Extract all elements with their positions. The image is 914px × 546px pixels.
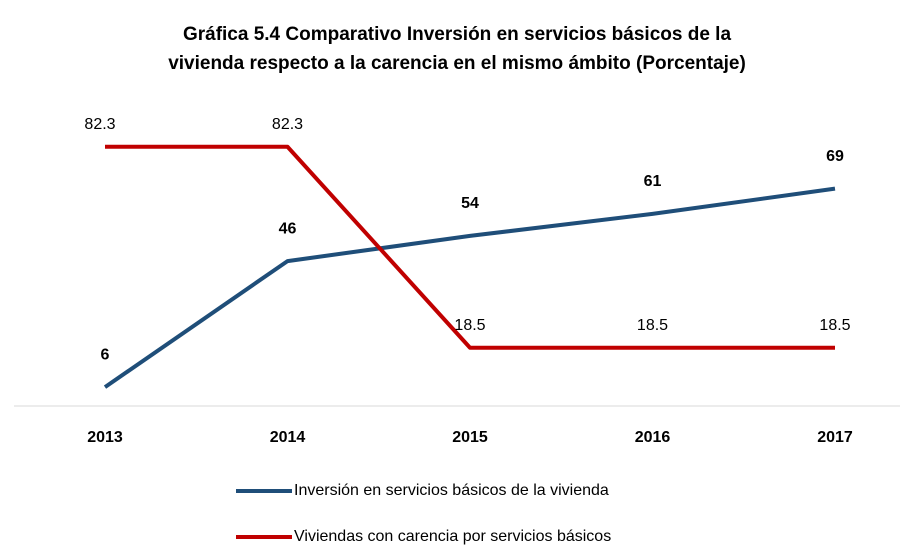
x-tick-label: 2017 — [817, 429, 853, 446]
data-label: 69 — [826, 148, 844, 165]
data-label: 54 — [461, 195, 479, 212]
x-tick-label: 2014 — [270, 429, 306, 446]
data-label: 82.3 — [84, 116, 115, 133]
x-tick-label: 2013 — [87, 429, 123, 446]
data-label: 18.5 — [454, 317, 485, 334]
chart-title: vivienda respecto a la carencia en el mi… — [168, 53, 746, 74]
series-line — [105, 144, 835, 350]
chart-title: Gráfica 5.4 Comparativo Inversión en ser… — [183, 24, 732, 45]
data-label: 46 — [279, 220, 297, 237]
data-label: 18.5 — [819, 317, 850, 334]
legend-label: Viviendas con carencia por servicios bás… — [294, 528, 611, 545]
x-tick-label: 2015 — [452, 429, 488, 446]
data-label: 18.5 — [637, 317, 668, 334]
data-label: 6 — [101, 346, 110, 363]
legend-label: Inversión en servicios básicos de la viv… — [294, 482, 609, 499]
data-label: 61 — [644, 173, 662, 190]
series-line — [103, 186, 836, 389]
data-label: 82.3 — [272, 116, 303, 133]
x-tick-label: 2016 — [635, 429, 671, 446]
